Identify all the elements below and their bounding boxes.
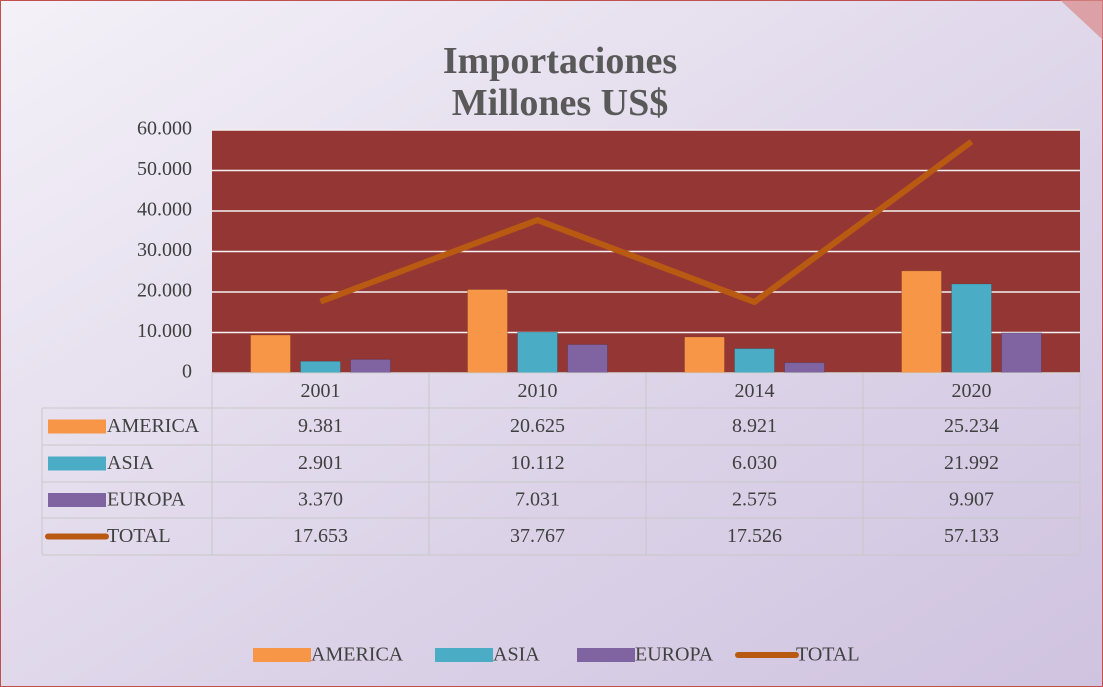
legend-key — [253, 648, 311, 662]
y-tick-label: 0 — [182, 361, 192, 383]
corner-decoration — [1060, 0, 1103, 40]
y-tick-label: 50.000 — [137, 158, 192, 180]
table-cell: 9.381 — [298, 415, 343, 437]
table-cell: 21.992 — [944, 452, 999, 474]
bar — [951, 283, 992, 374]
bar — [350, 358, 391, 374]
table-row-label: TOTAL — [107, 525, 171, 547]
table-cell: 10.112 — [510, 452, 564, 474]
table-cell: 6.030 — [732, 452, 777, 474]
table-cell: 37.767 — [510, 525, 565, 547]
bar — [300, 360, 341, 374]
table-cell: 8.921 — [732, 415, 777, 437]
line-series — [319, 139, 974, 306]
table-cell: 2.575 — [732, 489, 777, 511]
bar — [684, 336, 725, 374]
y-tick-label: 30.000 — [137, 239, 192, 261]
bar — [467, 288, 508, 374]
table-row-label: ASIA — [107, 452, 154, 474]
table-cell: 25.234 — [944, 415, 999, 437]
legend-key — [48, 456, 106, 471]
legend-key — [577, 648, 635, 662]
table-cell: 2.901 — [298, 452, 343, 474]
legend-key — [48, 493, 106, 507]
table-cell: 17.653 — [293, 525, 348, 547]
x-tick-label: 2010 — [518, 380, 558, 402]
legend-label: AMERICA — [311, 644, 404, 666]
legend-key — [435, 648, 493, 662]
table-cell: 7.031 — [515, 489, 560, 511]
table-row-label: EUROPA — [107, 489, 186, 511]
y-tick-label: 10.000 — [137, 320, 192, 342]
x-tick-label: 2001 — [301, 380, 341, 402]
bar — [1001, 332, 1042, 374]
bar — [517, 331, 558, 374]
bar — [901, 270, 942, 374]
table-row-label: AMERICA — [107, 415, 200, 437]
legend-label: EUROPA — [635, 644, 714, 666]
bar — [784, 362, 825, 374]
chart-title: Importaciones Millones US$ — [442, 40, 678, 124]
legend-label: TOTAL — [796, 644, 860, 666]
bar — [734, 348, 775, 374]
table-cell: 57.133 — [944, 525, 999, 547]
table-cell: 17.526 — [727, 525, 782, 547]
y-tick-label: 20.000 — [137, 280, 192, 302]
bar — [250, 334, 291, 374]
x-tick-label: 2020 — [952, 380, 992, 402]
legend-label: ASIA — [493, 644, 540, 666]
legend-key — [48, 419, 106, 434]
table-cell: 20.625 — [510, 415, 565, 437]
bar — [567, 344, 608, 374]
y-tick-label: 40.000 — [137, 199, 192, 221]
y-tick-label: 60.000 — [137, 118, 192, 140]
x-tick-label: 2014 — [735, 380, 775, 402]
table-cell: 3.370 — [298, 489, 343, 511]
table-cell: 9.907 — [949, 489, 994, 511]
